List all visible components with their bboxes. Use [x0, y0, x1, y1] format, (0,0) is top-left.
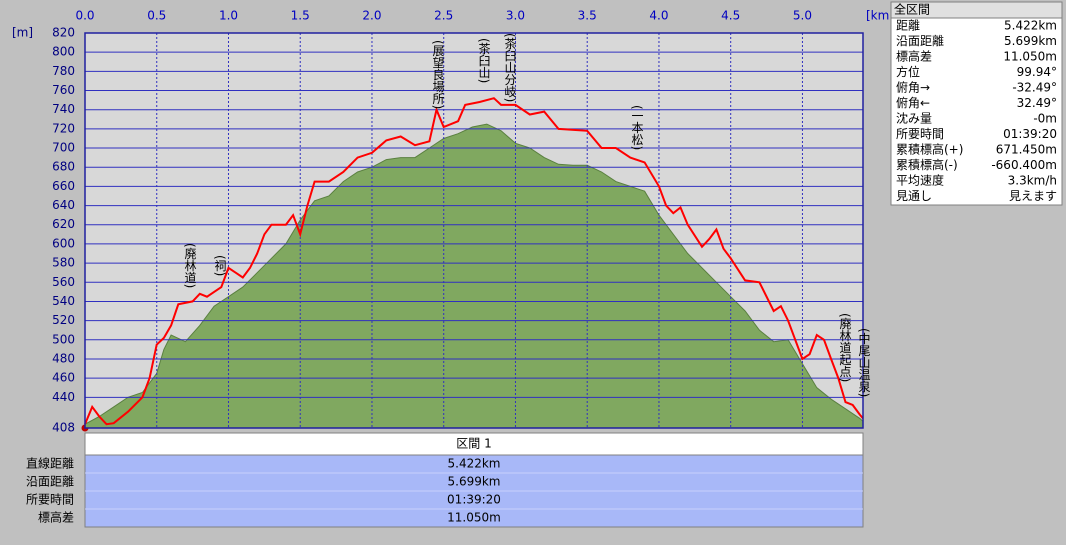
row-value: 5.699km: [448, 475, 501, 489]
summary-label: 平均速度: [896, 173, 944, 188]
row-label: 標高差: [38, 510, 74, 525]
summary-label: 沿面距離: [896, 34, 944, 48]
annotation: (展望良場所): [431, 40, 445, 109]
annotation: (廃林道): [183, 243, 197, 288]
summary-value: 32.49°: [1017, 96, 1057, 110]
row-label: 直線距離: [26, 456, 74, 471]
y-tick-label: 740: [52, 102, 75, 116]
summary-label: 標高差: [896, 49, 932, 64]
summary-label: 俯角←: [896, 95, 930, 110]
summary-label: 累積標高(+): [896, 142, 963, 157]
summary-value: 671.450m: [996, 143, 1057, 157]
row-value: 01:39:20: [447, 493, 501, 507]
annotation: (茶臼山): [477, 38, 491, 83]
y-tick-label: 540: [52, 294, 75, 308]
y-tick-label: 700: [52, 141, 75, 155]
summary-label: 沈み量: [896, 111, 932, 126]
summary-value: -0m: [1033, 112, 1057, 126]
row-value: 11.050m: [447, 511, 501, 525]
x-tick-label: 3.0: [506, 9, 525, 23]
y-tick-label: 580: [52, 256, 75, 270]
x-tick-label: 4.5: [721, 9, 740, 23]
y-tick-label: 520: [52, 313, 75, 327]
row-label: 沿面距離: [26, 475, 74, 489]
x-tick-label: 5.0: [793, 9, 812, 23]
summary-title: 全区間: [894, 2, 930, 17]
summary-label: 見通し: [896, 189, 932, 203]
x-tick-label: 1.0: [219, 9, 238, 23]
y-tick-label: 820: [52, 26, 75, 40]
y-tick-label: 500: [52, 332, 75, 346]
summary-value: -660.400m: [991, 158, 1057, 172]
summary-label: 方位: [896, 64, 920, 79]
summary-value: -32.49°: [1012, 81, 1057, 95]
annotation: (祠): [213, 255, 227, 276]
y-tick-label: 440: [52, 390, 75, 404]
annotation: (中尾山温泉): [857, 328, 871, 397]
x-tick-label: 3.5: [578, 9, 597, 23]
summary-label: 俯角→: [896, 80, 930, 95]
y-tick-label: 680: [52, 160, 75, 174]
y-tick-label: 560: [52, 275, 75, 289]
summary-panel: [890, 17, 1063, 206]
y-tick-label: 720: [52, 121, 75, 135]
summary-value: 見えます: [1009, 189, 1057, 203]
terrain-area: [84, 123, 864, 429]
summary-value: 99.94°: [1017, 65, 1057, 79]
y-unit: [m]: [12, 26, 33, 40]
x-tick-label: 2.5: [434, 9, 453, 23]
summary-value: 11.050m: [1003, 50, 1057, 64]
x-tick-label: 1.5: [291, 9, 310, 23]
plot-border: [84, 32, 864, 429]
x-unit: [km]: [866, 9, 894, 23]
annotation: (茶臼山分岐): [503, 33, 517, 102]
y-tick-label: 800: [52, 45, 75, 59]
summary-value: 5.422km: [1004, 19, 1057, 33]
table-header: 区間 1: [456, 437, 491, 451]
summary-label: 累積標高(-): [896, 157, 958, 172]
x-tick-label: 0.0: [75, 9, 94, 23]
x-tick-label: 2.0: [362, 9, 381, 23]
y-tick-label: 408: [52, 421, 75, 435]
x-tick-label: 4.0: [649, 9, 668, 23]
summary-value: 3.3km/h: [1008, 174, 1057, 188]
annotation: (一本松): [630, 105, 644, 150]
route-line: [84, 97, 864, 426]
y-tick-label: 640: [52, 198, 75, 212]
y-tick-label: 660: [52, 179, 75, 193]
summary-value: 01:39:20: [1003, 127, 1057, 141]
y-tick-label: 600: [52, 236, 75, 250]
x-tick-label: 0.5: [147, 9, 166, 23]
y-tick-label: 620: [52, 217, 75, 231]
row-value: 5.422km: [448, 457, 501, 471]
y-tick-label: 760: [52, 83, 75, 97]
annotation: (廃林道起点): [838, 313, 852, 382]
summary-value: 5.699km: [1004, 34, 1057, 48]
summary-label: 所要時間: [896, 127, 944, 141]
summary-label: 距離: [896, 19, 920, 33]
y-tick-label: 480: [52, 351, 75, 365]
y-tick-label: 460: [52, 371, 75, 385]
row-label: 所要時間: [26, 493, 74, 507]
y-tick-label: 780: [52, 64, 75, 78]
